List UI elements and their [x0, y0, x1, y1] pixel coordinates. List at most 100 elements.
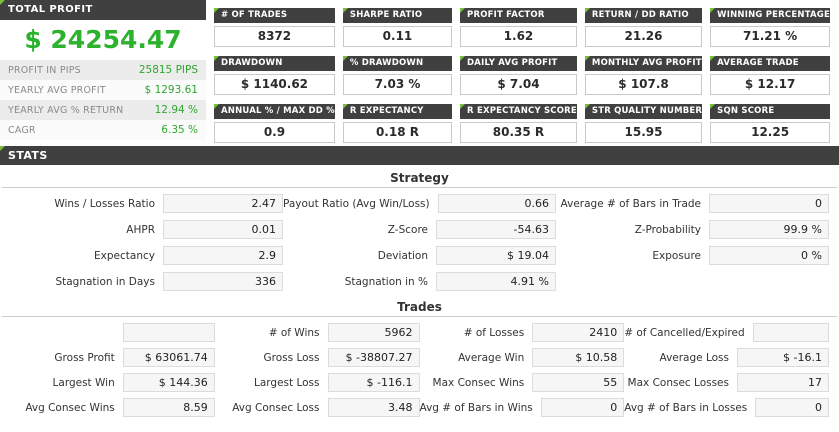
- metric-str-quality-number: STR QUALITY NUMBER 15.95: [584, 104, 703, 143]
- metric-return-dd-ratio: RETURN / DD RATIO 21.26: [584, 8, 703, 47]
- summary-label: PROFIT IN PIPS: [8, 64, 81, 76]
- metric-pct-drawdown: % DRAWDOWN 7.03 %: [342, 56, 453, 95]
- summary-label: YEARLY AVG % RETURN: [8, 104, 124, 116]
- stat-field-stagnation-pct: Stagnation in % 4.91 %: [283, 272, 556, 291]
- stat-label: Deviation: [377, 249, 428, 262]
- total-profit-value: $ 24254.47: [24, 25, 182, 54]
- stat-value-box: $ 10.58: [532, 348, 625, 367]
- summary-section: TOTAL PROFIT $ 24254.47 PROFIT IN PIPS 2…: [0, 0, 839, 146]
- stat-field-expectancy: Expectancy 2.9: [10, 246, 283, 265]
- summary-row-profit-in-pips: PROFIT IN PIPS 25815 PIPS: [0, 60, 206, 80]
- stat-field-payout-ratio: Payout Ratio (Avg Win/Loss) 0.66: [283, 194, 556, 213]
- stat-label: Z-Score: [387, 223, 428, 236]
- stat-value-box: 0.01: [163, 220, 283, 239]
- stat-value-box: 5962: [327, 323, 420, 342]
- summary-label: CAGR: [8, 124, 36, 136]
- metric-header: DRAWDOWN: [214, 56, 335, 71]
- metric-header: ANNUAL % / MAX DD %: [214, 104, 335, 119]
- metric-header: R EXPECTANCY SCORE: [460, 104, 577, 119]
- metric-value: 0.11: [342, 26, 453, 47]
- stat-field-average-win: Average Win $ 10.58: [420, 348, 625, 367]
- stat-label: Gross Profit: [54, 351, 115, 364]
- summary-row-cagr: CAGR 6.35 %: [0, 120, 206, 140]
- metric-header: % DRAWDOWN: [342, 56, 453, 71]
- stat-field-max-consec-wins: Max Consec Wins 55: [420, 373, 625, 392]
- total-profit-header: TOTAL PROFIT: [0, 0, 206, 20]
- stat-label: # of Losses: [463, 326, 525, 339]
- stat-label: Avg # of Bars in Wins: [419, 401, 533, 414]
- metric-header: MONTHLY AVG PROFIT: [584, 56, 703, 71]
- metric-header: DAILY AVG PROFIT: [460, 56, 577, 71]
- trades-section-title: Trades: [2, 298, 837, 317]
- stat-label: AHPR: [126, 223, 155, 236]
- stat-field-num-losses: # of Losses 2410: [420, 323, 625, 342]
- metric-num-trades: # OF TRADES 8372: [214, 8, 335, 47]
- metric-header: # OF TRADES: [214, 8, 335, 23]
- summary-value: 12.94 %: [154, 104, 198, 116]
- stat-value-box: 2410: [532, 323, 625, 342]
- stat-field-ahpr: AHPR 0.01: [10, 220, 283, 239]
- stat-field-gross-profit: Gross Profit $ 63061.74: [10, 348, 215, 367]
- metric-header: RETURN / DD RATIO: [584, 8, 703, 23]
- stat-row: # of Wins 5962 # of Losses 2410 # of Can…: [10, 323, 829, 342]
- stat-value-box: 0: [755, 398, 829, 417]
- metric-value: 0.9: [214, 122, 335, 143]
- metric-value: 12.25: [710, 122, 830, 143]
- stat-label: Wins / Losses Ratio: [54, 197, 155, 210]
- metric-r-expectancy-score: R EXPECTANCY SCORE 80.35 R: [460, 104, 577, 143]
- trades-section: Trades # of Wins 5962 # of Losses 2410 #…: [0, 298, 839, 417]
- stat-value-box: -54.63: [436, 220, 556, 239]
- stat-value-box: 0.66: [437, 194, 556, 213]
- stat-field-deviation: Deviation $ 19.04: [283, 246, 556, 265]
- stat-value-box: 0 %: [709, 246, 829, 265]
- stat-label: Payout Ratio (Avg Win/Loss): [283, 197, 430, 210]
- stat-field-num-cancelled: # of Cancelled/Expired: [624, 323, 829, 342]
- stat-field-empty: [556, 272, 829, 291]
- stat-label: Largest Win: [52, 376, 115, 389]
- metric-value: 8372: [214, 26, 335, 47]
- stat-value-box: $ 19.04: [436, 246, 556, 265]
- stat-field-num-wins: # of Wins 5962: [215, 323, 420, 342]
- summary-label: YEARLY AVG PROFIT: [8, 84, 106, 96]
- stat-label: Average Win: [458, 351, 525, 364]
- stat-value-box: [122, 323, 215, 342]
- stat-row: Largest Win $ 144.36 Largest Loss $ -116…: [10, 373, 829, 392]
- stat-field-unlabeled: [10, 323, 215, 342]
- stat-label: Exposure: [652, 249, 701, 262]
- stat-label: Expectancy: [94, 249, 155, 262]
- metric-header: SQN SCORE: [710, 104, 830, 119]
- metric-profit-factor: PROFIT FACTOR 1.62: [460, 8, 577, 47]
- strategy-rows: Wins / Losses Ratio 2.47 Payout Ratio (A…: [0, 192, 839, 291]
- metric-value: 7.03 %: [342, 74, 453, 95]
- stat-field-largest-loss: Largest Loss $ -116.1: [215, 373, 420, 392]
- stat-row: Expectancy 2.9 Deviation $ 19.04 Exposur…: [10, 246, 829, 265]
- stats-section-bar: STATS: [0, 146, 839, 165]
- stat-label: Average Loss: [659, 351, 730, 364]
- stat-field-avg-bars-in-trade: Average # of Bars in Trade 0: [556, 194, 829, 213]
- metric-header: AVERAGE TRADE: [710, 56, 830, 71]
- metric-value: 15.95: [584, 122, 703, 143]
- stat-value-box: $ 144.36: [122, 373, 215, 392]
- stat-label: Z-Probability: [634, 223, 701, 236]
- stat-value-box: 2.9: [163, 246, 283, 265]
- metric-r-expectancy: R EXPECTANCY 0.18 R: [342, 104, 453, 143]
- trades-rows: # of Wins 5962 # of Losses 2410 # of Can…: [0, 321, 839, 417]
- stat-value-box: 0: [540, 398, 625, 417]
- stat-field-avg-bars-in-losses: Avg # of Bars in Losses 0: [624, 398, 829, 417]
- stat-row: Wins / Losses Ratio 2.47 Payout Ratio (A…: [10, 194, 829, 213]
- stat-field-largest-win: Largest Win $ 144.36: [10, 373, 215, 392]
- stat-label: # of Cancelled/Expired: [624, 326, 745, 339]
- stat-field-avg-bars-in-wins: Avg # of Bars in Wins 0: [420, 398, 625, 417]
- stat-field-average-loss: Average Loss $ -16.1: [624, 348, 829, 367]
- metric-value: $ 7.04: [460, 74, 577, 95]
- stat-row: Gross Profit $ 63061.74 Gross Loss $ -38…: [10, 348, 829, 367]
- metric-value: 0.18 R: [342, 122, 453, 143]
- stat-field-avg-consec-loss: Avg Consec Loss 3.48: [215, 398, 420, 417]
- metric-value: 71.21 %: [710, 26, 830, 47]
- metric-sqn-score: SQN SCORE 12.25: [710, 104, 830, 143]
- strategy-section: Strategy Wins / Losses Ratio 2.47 Payout…: [0, 169, 839, 291]
- stat-value-box: $ 63061.74: [122, 348, 215, 367]
- stat-value-box: 2.47: [163, 194, 283, 213]
- stat-label: Average # of Bars in Trade: [560, 197, 701, 210]
